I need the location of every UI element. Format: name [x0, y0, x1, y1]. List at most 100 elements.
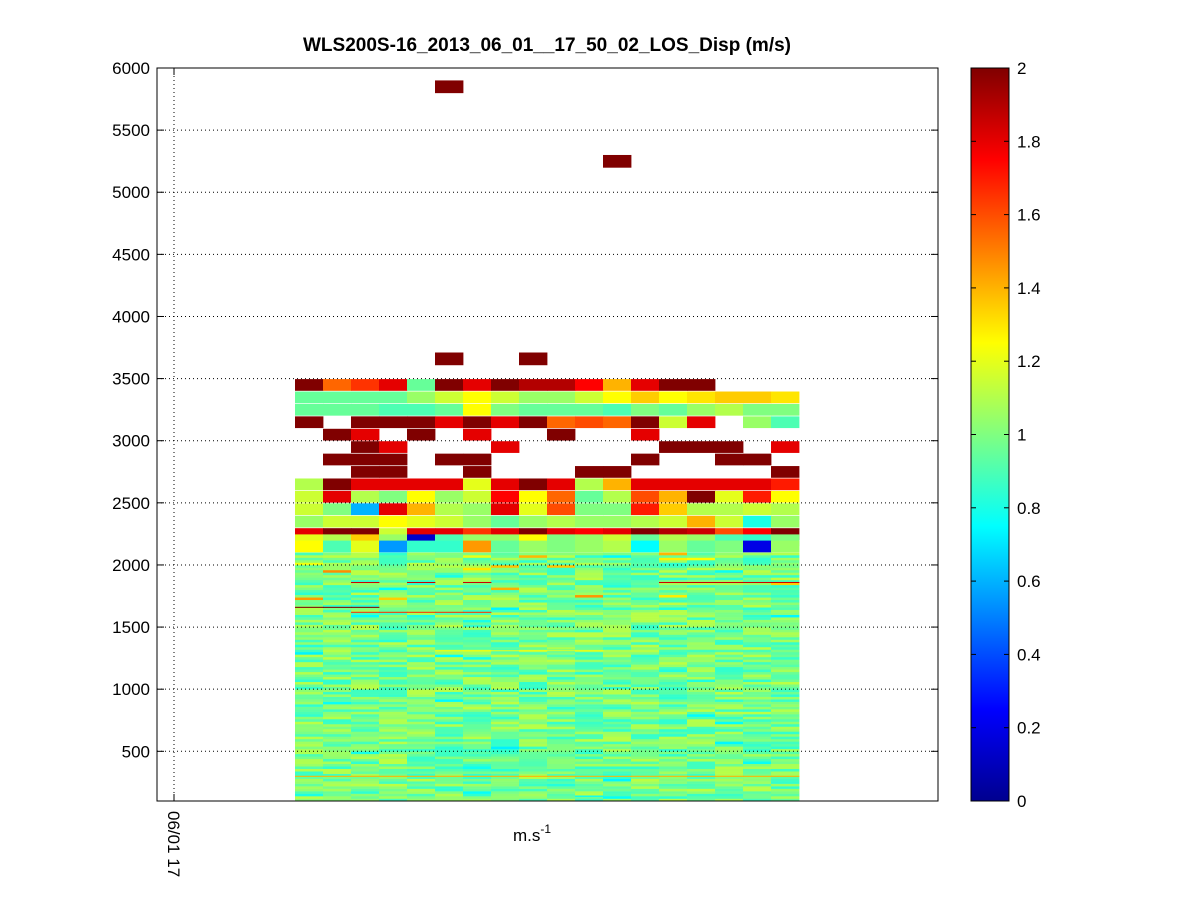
heatmap-cell	[379, 763, 408, 767]
heatmap-cell	[771, 671, 800, 675]
x-axis-label-base: m.s	[513, 826, 540, 845]
heatmap-cell	[631, 379, 660, 391]
heatmap-cell	[491, 589, 520, 593]
heatmap-cell	[351, 719, 380, 722]
heatmap-cell	[771, 607, 800, 610]
heatmap-cell	[463, 714, 492, 717]
heatmap-isolated-cell	[519, 352, 548, 366]
heatmap-cell	[687, 391, 716, 404]
heatmap-cell	[435, 654, 464, 658]
heatmap-cell	[659, 781, 688, 784]
heatmap-cell	[379, 726, 408, 730]
heatmap-cell	[715, 646, 744, 650]
heatmap-cell	[407, 661, 436, 665]
colorbar-ticks: 00.20.40.60.811.21.41.61.82	[971, 59, 1041, 811]
heatmap-cell	[547, 567, 576, 571]
heatmap-cell	[743, 778, 772, 782]
heatmap-cell	[743, 589, 772, 593]
heatmap-cell	[575, 746, 604, 750]
heatmap-cell	[379, 701, 408, 705]
heatmap-cell	[463, 676, 492, 680]
heatmap-cell	[379, 577, 408, 581]
heatmap-cell	[435, 562, 464, 566]
heatmap-cell	[715, 686, 744, 690]
heatmap-cell	[743, 644, 772, 648]
heatmap-cell	[771, 696, 800, 700]
heatmap-cell	[463, 555, 492, 558]
heatmap-cell	[491, 490, 520, 503]
heatmap-cell	[407, 612, 436, 615]
heatmap-cell	[407, 791, 436, 794]
heatmap-cell	[295, 649, 324, 653]
heatmap-cell	[687, 515, 716, 528]
heatmap-cell	[715, 490, 744, 503]
heatmap-cell	[407, 624, 436, 628]
heatmap-cell	[407, 589, 436, 593]
heatmap-cell	[519, 674, 548, 678]
heatmap-cell	[435, 604, 464, 608]
heatmap-cell	[603, 773, 632, 777]
heatmap-cell	[603, 654, 632, 658]
heatmap-cell	[659, 515, 688, 528]
heatmap-cell	[575, 783, 604, 787]
heatmap-cell	[323, 604, 352, 608]
heatmap-cell	[407, 627, 436, 630]
heatmap-cell	[715, 534, 744, 547]
heatmap-cell	[295, 572, 324, 576]
heatmap-cell	[519, 666, 548, 670]
colorbar-tick-label: 0.4	[1017, 645, 1041, 664]
heatmap-cell	[687, 716, 716, 720]
heatmap-cell	[715, 602, 744, 605]
heatmap-cell	[407, 719, 436, 722]
heatmap-cell	[463, 416, 492, 429]
heatmap-cell	[547, 602, 576, 605]
heatmap-cell	[435, 748, 464, 752]
heatmap-cell	[351, 597, 380, 601]
heatmap-cell	[463, 659, 492, 663]
heatmap-cell	[547, 632, 576, 635]
heatmap-cell	[715, 453, 744, 466]
heatmap-cell	[295, 699, 324, 702]
heatmap-cell	[295, 634, 324, 638]
heatmap-cell	[491, 540, 520, 553]
heatmap-cell	[547, 664, 576, 668]
heatmap-cell	[575, 776, 604, 779]
heatmap-cell	[631, 574, 660, 578]
heatmap-cell	[687, 627, 716, 630]
heatmap-cell	[771, 624, 800, 628]
heatmap-cell	[379, 557, 408, 561]
heatmap-cell	[715, 599, 744, 603]
heatmap-cell	[575, 736, 604, 740]
heatmap-cell	[323, 783, 352, 787]
heatmap-cell	[463, 696, 492, 700]
heatmap-cell	[463, 761, 492, 765]
heatmap-cell	[631, 584, 660, 588]
heatmap-cell	[659, 559, 688, 563]
heatmap-cell	[547, 617, 576, 620]
heatmap-cell	[575, 758, 604, 762]
heatmap-cell	[519, 741, 548, 745]
heatmap-cell	[519, 609, 548, 613]
heatmap-cell	[687, 614, 716, 618]
heatmap-cell	[351, 599, 380, 603]
heatmap-cell	[715, 736, 744, 740]
heatmap-cell	[743, 701, 772, 705]
heatmap-cell	[659, 627, 688, 630]
heatmap-cell	[715, 597, 744, 601]
heatmap-cell	[295, 676, 324, 680]
heatmap-cell	[547, 619, 576, 623]
heatmap-cell	[323, 798, 352, 802]
heatmap-cell	[379, 721, 408, 725]
heatmap-cell	[603, 694, 632, 697]
heatmap-cell	[323, 651, 352, 655]
heatmap-cell	[379, 748, 408, 752]
heatmap-cell	[379, 594, 408, 598]
heatmap-cell	[715, 589, 744, 593]
heatmap-cell	[547, 719, 576, 722]
heatmap-cell	[351, 604, 380, 608]
heatmap-cell	[575, 614, 604, 618]
heatmap-cell	[687, 723, 716, 727]
heatmap-cell	[519, 738, 548, 742]
heatmap-cell	[715, 637, 744, 640]
heatmap-cell	[407, 503, 436, 516]
